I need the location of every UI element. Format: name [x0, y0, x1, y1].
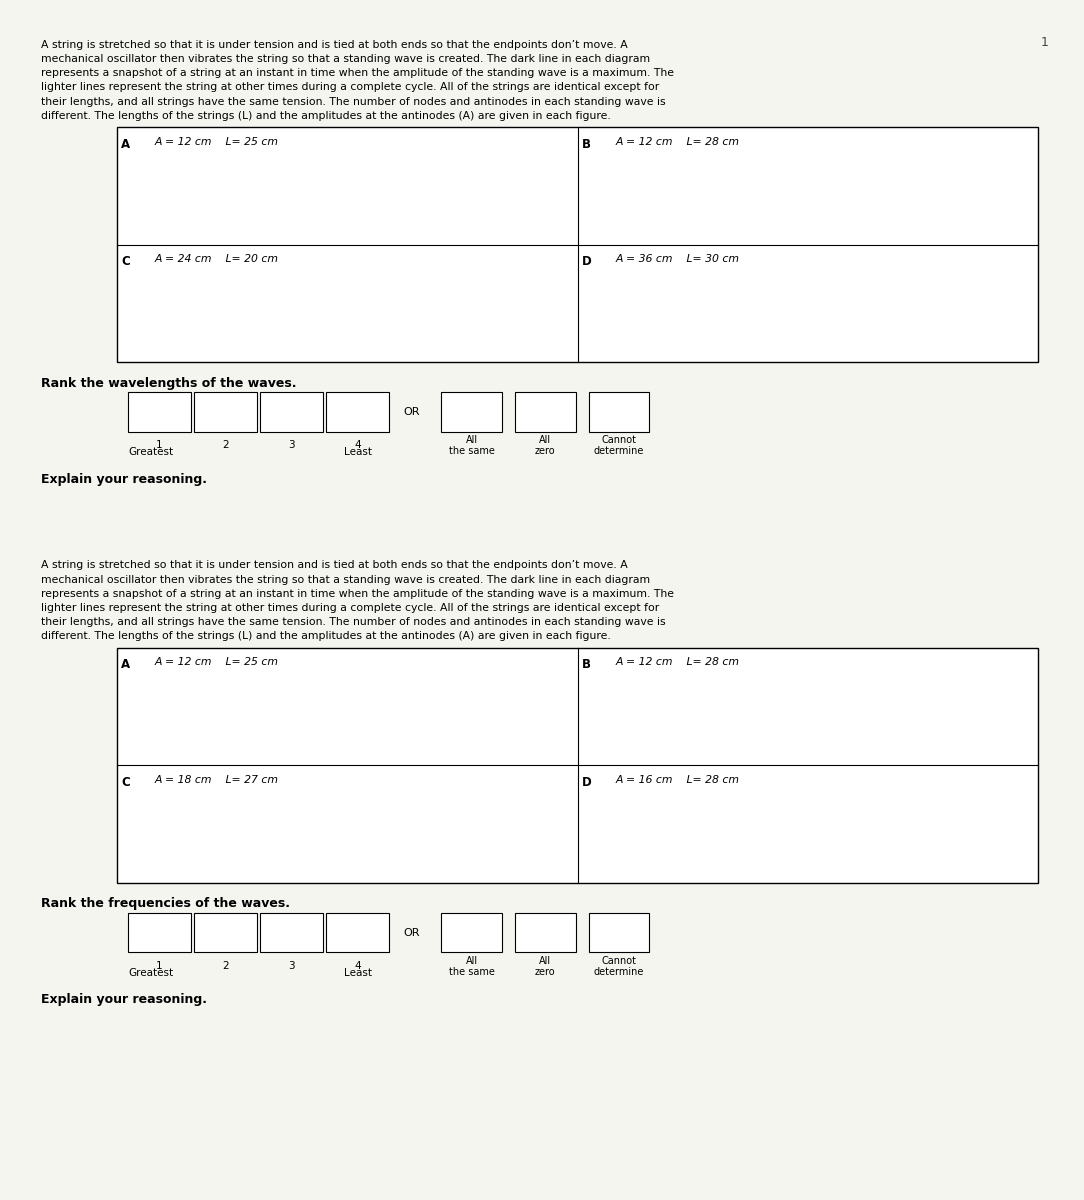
Text: 2: 2: [222, 961, 229, 971]
Text: Explain your reasoning.: Explain your reasoning.: [41, 473, 207, 486]
Text: Rank the frequencies of the waves.: Rank the frequencies of the waves.: [41, 898, 291, 910]
Text: mechanical oscillator then vibrates the string so that a standing wave is create: mechanical oscillator then vibrates the …: [41, 575, 650, 584]
Text: C: C: [121, 776, 130, 788]
Text: 1: 1: [1041, 36, 1048, 49]
Text: OR: OR: [403, 407, 420, 416]
Text: A = 12 cm    L= 25 cm: A = 12 cm L= 25 cm: [155, 137, 279, 146]
Text: the same: the same: [449, 967, 494, 977]
Text: All: All: [465, 956, 478, 966]
Text: represents a snapshot of a string at an instant in time when the amplitude of th: represents a snapshot of a string at an …: [41, 589, 674, 599]
Text: zero: zero: [534, 446, 556, 456]
Text: A = 16 cm    L= 28 cm: A = 16 cm L= 28 cm: [616, 775, 739, 785]
Text: All: All: [539, 956, 552, 966]
Text: A = 36 cm    L= 30 cm: A = 36 cm L= 30 cm: [616, 254, 739, 264]
Text: A = 24 cm    L= 20 cm: A = 24 cm L= 20 cm: [155, 254, 279, 264]
Text: determine: determine: [594, 967, 644, 977]
Text: lighter lines represent the string at other times during a complete cycle. All o: lighter lines represent the string at ot…: [41, 83, 659, 92]
Text: their lengths, and all strings have the same tension. The number of nodes and an: their lengths, and all strings have the …: [41, 617, 666, 628]
Text: Cannot: Cannot: [602, 436, 636, 445]
Text: Cannot: Cannot: [602, 956, 636, 966]
Text: 1: 1: [156, 440, 163, 450]
Text: Least: Least: [344, 448, 372, 457]
Text: A = 18 cm    L= 27 cm: A = 18 cm L= 27 cm: [155, 775, 279, 785]
Text: 3: 3: [288, 440, 295, 450]
Text: different. The lengths of the strings (L) and the amplitudes at the antinodes (A: different. The lengths of the strings (L…: [41, 631, 611, 641]
Text: Greatest: Greatest: [128, 968, 173, 978]
Text: different. The lengths of the strings (L) and the amplitudes at the antinodes (A: different. The lengths of the strings (L…: [41, 110, 611, 121]
Text: Rank the wavelengths of the waves.: Rank the wavelengths of the waves.: [41, 377, 297, 390]
Text: All: All: [539, 436, 552, 445]
Text: represents a snapshot of a string at an instant in time when the amplitude of th: represents a snapshot of a string at an …: [41, 68, 674, 78]
Text: All: All: [465, 436, 478, 445]
Text: OR: OR: [403, 928, 420, 937]
Text: C: C: [121, 256, 130, 269]
Text: mechanical oscillator then vibrates the string so that a standing wave is create: mechanical oscillator then vibrates the …: [41, 54, 650, 64]
Text: B: B: [582, 138, 591, 151]
Text: D: D: [582, 776, 592, 788]
Text: A string is stretched so that it is under tension and is tied at both ends so th: A string is stretched so that it is unde…: [41, 40, 628, 50]
Text: A: A: [121, 659, 130, 671]
Text: 2: 2: [222, 440, 229, 450]
Text: A: A: [121, 138, 130, 151]
Text: A = 12 cm    L= 25 cm: A = 12 cm L= 25 cm: [155, 658, 279, 667]
Text: A = 12 cm    L= 28 cm: A = 12 cm L= 28 cm: [616, 658, 739, 667]
Text: Greatest: Greatest: [128, 448, 173, 457]
Text: lighter lines represent the string at other times during a complete cycle. All o: lighter lines represent the string at ot…: [41, 602, 659, 613]
Text: A string is stretched so that it is under tension and is tied at both ends so th: A string is stretched so that it is unde…: [41, 560, 628, 570]
Text: 4: 4: [354, 961, 361, 971]
Text: A = 12 cm    L= 28 cm: A = 12 cm L= 28 cm: [616, 137, 739, 146]
Text: 3: 3: [288, 961, 295, 971]
Text: their lengths, and all strings have the same tension. The number of nodes and an: their lengths, and all strings have the …: [41, 96, 666, 107]
Text: B: B: [582, 659, 591, 671]
Text: 4: 4: [354, 440, 361, 450]
Text: zero: zero: [534, 967, 556, 977]
Text: the same: the same: [449, 446, 494, 456]
Text: determine: determine: [594, 446, 644, 456]
Text: Explain your reasoning.: Explain your reasoning.: [41, 994, 207, 1006]
Text: D: D: [582, 256, 592, 269]
Text: 1: 1: [156, 961, 163, 971]
Text: Least: Least: [344, 968, 372, 978]
